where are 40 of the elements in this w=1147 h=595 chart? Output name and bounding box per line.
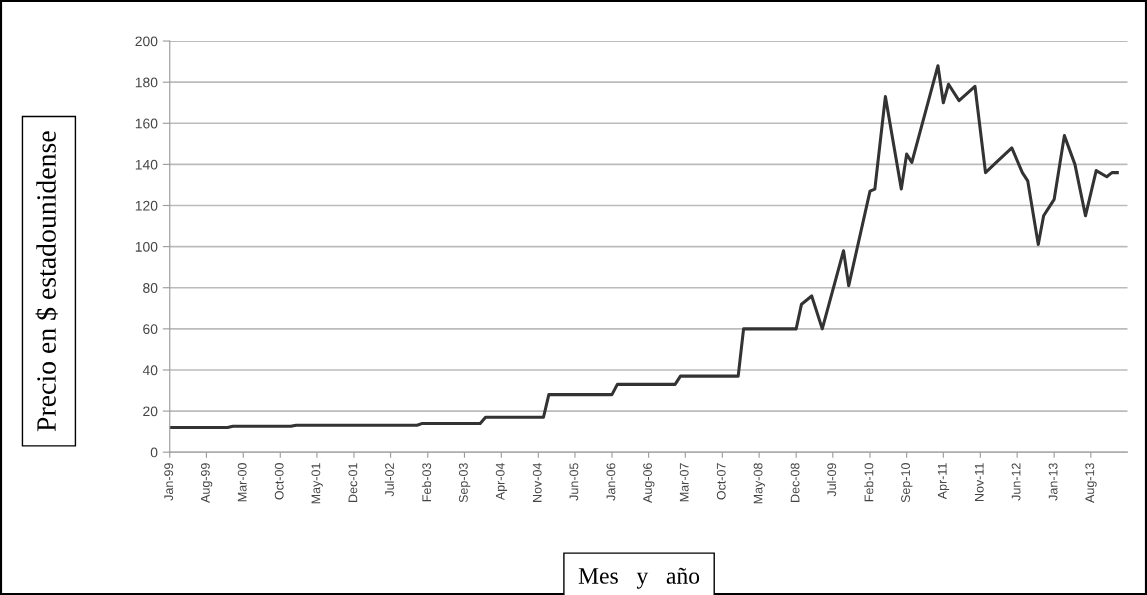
x-tick-label: Jan-99 — [164, 463, 174, 501]
x-tick-label: Dec-08 — [790, 463, 800, 502]
x-tick-label: Oct-00 — [274, 463, 284, 500]
x-tick-label: Jan-13 — [1048, 463, 1058, 501]
y-tick-label: 80 — [143, 283, 158, 293]
x-tick-label: Feb-10 — [864, 463, 874, 502]
x-tick-label: Jun-05 — [569, 463, 579, 501]
x-tick-label: Nov-11 — [974, 463, 984, 501]
y-tick-label: 140 — [135, 159, 158, 170]
y-tick-label: 100 — [135, 241, 158, 252]
y-axis-title: Precio en $ estadounidense — [35, 131, 58, 432]
x-tick-label: Jun-12 — [1011, 463, 1021, 501]
y-tick-label: 200 — [135, 36, 158, 47]
x-tick-label: Sep-03 — [458, 463, 471, 503]
x-tick-label: May-08 — [753, 463, 765, 504]
y-tick-label: 160 — [135, 118, 158, 129]
line-series — [169, 64, 1119, 430]
x-tick-label: Nov-04 — [532, 462, 542, 502]
x-tick-label: Mar-07 — [679, 463, 689, 502]
y-tick-label: 0 — [150, 447, 158, 458]
x-tick-label: Dec-01 — [348, 463, 358, 502]
x-tick-label: Apr-04 — [495, 462, 508, 501]
x-tick-label: Oct-07 — [716, 463, 726, 500]
x-tick-label: Mar-00 — [237, 463, 247, 502]
x-tick-label: Aug-06 — [643, 463, 655, 503]
x-tick-label: Sep-10 — [901, 463, 913, 503]
x-tick-label: Jul-02 — [384, 463, 394, 497]
x-axis-title: Mes y año — [578, 567, 700, 589]
y-tick-label: 60 — [143, 324, 158, 335]
y-tick-label: 20 — [143, 406, 158, 417]
y-tick-label: 120 — [135, 200, 158, 211]
x-tick-label: May-01 — [311, 463, 323, 504]
x-tick-label: Jul-09 — [826, 463, 837, 497]
x-tick-label: Aug-99 — [200, 463, 213, 503]
x-tick-label: Jan-06 — [606, 463, 616, 501]
x-tick-label: Feb-03 — [421, 463, 432, 502]
y-tick-label: 40 — [142, 365, 158, 376]
x-tick-label: Apr-11 — [937, 463, 950, 500]
y-tick-label: 180 — [135, 77, 158, 88]
x-tick-label: Aug-13 — [1085, 463, 1097, 503]
